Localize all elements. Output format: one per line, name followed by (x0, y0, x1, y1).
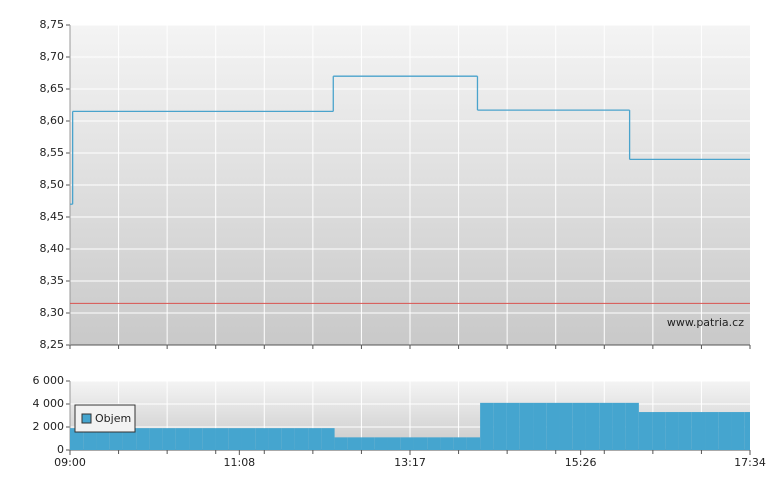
y-tick-label: 8,55 (40, 146, 65, 159)
y-tick-label: 6 000 (33, 374, 65, 387)
volume-bar (361, 437, 375, 450)
y-tick-label: 8,40 (40, 242, 65, 255)
volume-bar (519, 402, 534, 450)
volume-bar (149, 428, 163, 450)
y-tick-label: 0 (57, 443, 64, 456)
volume-bar (572, 402, 586, 450)
volume-bar (506, 402, 520, 450)
volume-bar (294, 428, 309, 450)
volume-bar (400, 437, 414, 450)
volume-bar (175, 428, 190, 450)
volume-bar (691, 412, 706, 450)
watermark: www.patria.cz (667, 316, 744, 329)
x-tick-label: 11:08 (223, 456, 255, 469)
volume-bar (109, 428, 123, 450)
volume-bar (255, 428, 269, 450)
volume-bar (281, 428, 295, 450)
x-tick-label: 15:26 (565, 456, 597, 469)
x-tick-label: 09:00 (54, 456, 86, 469)
volume-bar (493, 402, 507, 450)
volume-bar (546, 402, 560, 450)
volume-bar (638, 412, 653, 450)
volume-bar (559, 402, 573, 450)
y-tick-label: 8,60 (40, 114, 65, 127)
volume-bar (374, 437, 388, 450)
y-tick-label: 8,50 (40, 178, 65, 191)
volume-bar (413, 437, 428, 450)
y-tick-label: 8,65 (40, 82, 65, 95)
volume-bar (347, 437, 362, 450)
volume-bar (387, 437, 401, 450)
volume-bar (718, 412, 732, 450)
volume-bar (427, 437, 441, 450)
y-tick-label: 8,45 (40, 210, 65, 223)
volume-bar (215, 428, 229, 450)
volume-bar (453, 437, 467, 450)
y-tick-label: 8,25 (40, 338, 65, 351)
legend-swatch (81, 413, 92, 424)
volume-bar (96, 428, 110, 450)
volume-bar (466, 437, 481, 450)
volume-bar (202, 428, 216, 450)
legend-label: Objem (95, 412, 131, 425)
y-tick-label: 8,70 (40, 50, 65, 63)
volume-bar (533, 402, 547, 450)
volume-bar (585, 402, 600, 450)
volume-bar (136, 428, 150, 450)
volume-bar (678, 412, 692, 450)
volume-bar (241, 428, 256, 450)
y-tick-label: 2 000 (33, 420, 65, 433)
volume-bar (731, 412, 745, 450)
volume-bar (744, 412, 750, 450)
volume-bar (480, 402, 494, 450)
volume-bar (652, 412, 666, 450)
volume-bar (228, 428, 242, 450)
y-tick-label: 4 000 (33, 397, 65, 410)
volume-bar (334, 437, 348, 450)
volume-bar (83, 428, 97, 450)
volume-bar (705, 412, 719, 450)
volume-bar (122, 428, 137, 450)
volume-bar (625, 402, 639, 450)
y-tick-label: 8,30 (40, 306, 65, 319)
volume-bar (308, 428, 322, 450)
volume-bar (189, 428, 203, 450)
y-tick-label: 8,35 (40, 274, 65, 287)
volume-bar (321, 428, 335, 450)
volume-bar (162, 428, 176, 450)
volume-bar (599, 402, 613, 450)
volume-bar (268, 428, 282, 450)
x-tick-label: 13:17 (394, 456, 426, 469)
volume-bar (440, 437, 454, 450)
volume-bar (612, 402, 626, 450)
y-tick-label: 8,75 (40, 18, 65, 31)
x-tick-label: 17:34 (734, 456, 766, 469)
volume-bar (70, 428, 84, 450)
volume-bar (665, 412, 679, 450)
